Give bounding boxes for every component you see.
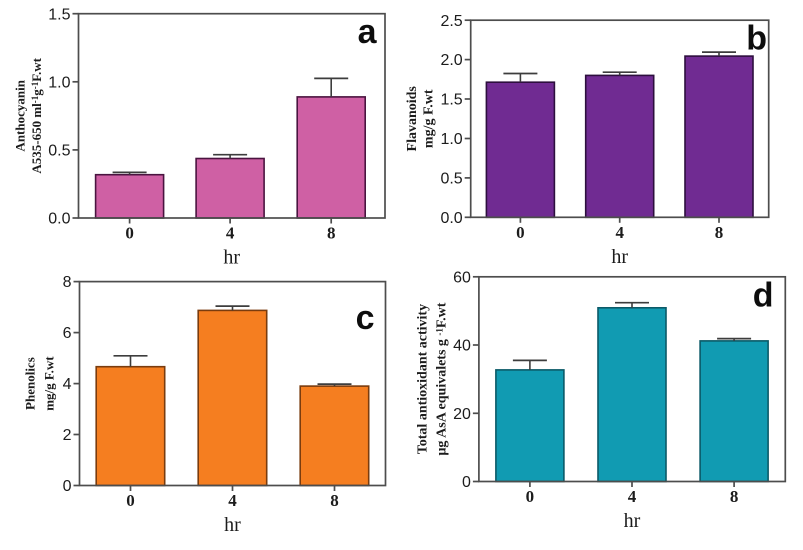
svg-text:8: 8 (63, 274, 72, 291)
svg-text:40: 40 (453, 338, 471, 355)
svg-text:0.5: 0.5 (48, 143, 70, 160)
svg-text:µg AsA equivalets g -1F.wt: µg AsA equivalets g -1F.wt (435, 302, 450, 455)
svg-text:d: d (753, 277, 774, 315)
svg-text:8: 8 (330, 491, 339, 510)
svg-text:0: 0 (516, 223, 525, 242)
svg-text:0: 0 (526, 487, 535, 506)
svg-text:8: 8 (327, 224, 336, 243)
svg-text:Phenolics: Phenolics (23, 357, 38, 410)
svg-text:20: 20 (453, 406, 471, 423)
svg-text:0.0: 0.0 (440, 210, 462, 227)
svg-text:2: 2 (63, 427, 72, 444)
svg-text:c: c (356, 299, 375, 337)
svg-text:hr: hr (624, 510, 641, 532)
svg-text:4: 4 (228, 491, 237, 510)
svg-text:1.5: 1.5 (440, 92, 462, 109)
svg-text:2.0: 2.0 (440, 52, 462, 69)
svg-text:60: 60 (453, 269, 471, 286)
svg-text:4: 4 (63, 376, 72, 393)
svg-text:mg/g F.wt: mg/g F.wt (422, 89, 437, 148)
svg-text:a: a (358, 13, 378, 51)
svg-text:1.0: 1.0 (440, 131, 462, 148)
svg-text:hr: hr (224, 514, 241, 536)
svg-text:0: 0 (462, 474, 471, 491)
svg-text:1.0: 1.0 (48, 74, 70, 91)
svg-text:mg/g F.wt: mg/g F.wt (42, 356, 57, 411)
svg-text:b: b (746, 20, 767, 58)
svg-text:A535-650 ml-1g-1F.wt: A535-650 ml-1g-1F.wt (29, 57, 44, 173)
svg-text:hr: hr (611, 246, 628, 268)
svg-text:0.5: 0.5 (440, 171, 462, 188)
svg-text:0: 0 (125, 224, 134, 243)
svg-text:6: 6 (63, 325, 72, 342)
svg-text:4: 4 (226, 224, 235, 243)
svg-text:Flavanoids: Flavanoids (405, 86, 420, 152)
svg-text:Total antioxidant activity: Total antioxidant activity (416, 304, 431, 454)
svg-text:1.5: 1.5 (48, 6, 70, 23)
svg-text:0: 0 (63, 478, 72, 495)
svg-text:0: 0 (126, 491, 135, 510)
svg-text:8: 8 (715, 223, 724, 242)
svg-text:Anthocyanin: Anthocyanin (13, 79, 28, 151)
svg-text:2.5: 2.5 (440, 13, 462, 30)
svg-text:4: 4 (615, 223, 624, 242)
svg-text:8: 8 (730, 487, 739, 506)
svg-text:0.0: 0.0 (48, 211, 70, 228)
svg-text:4: 4 (628, 487, 637, 506)
svg-text:hr: hr (223, 247, 240, 269)
